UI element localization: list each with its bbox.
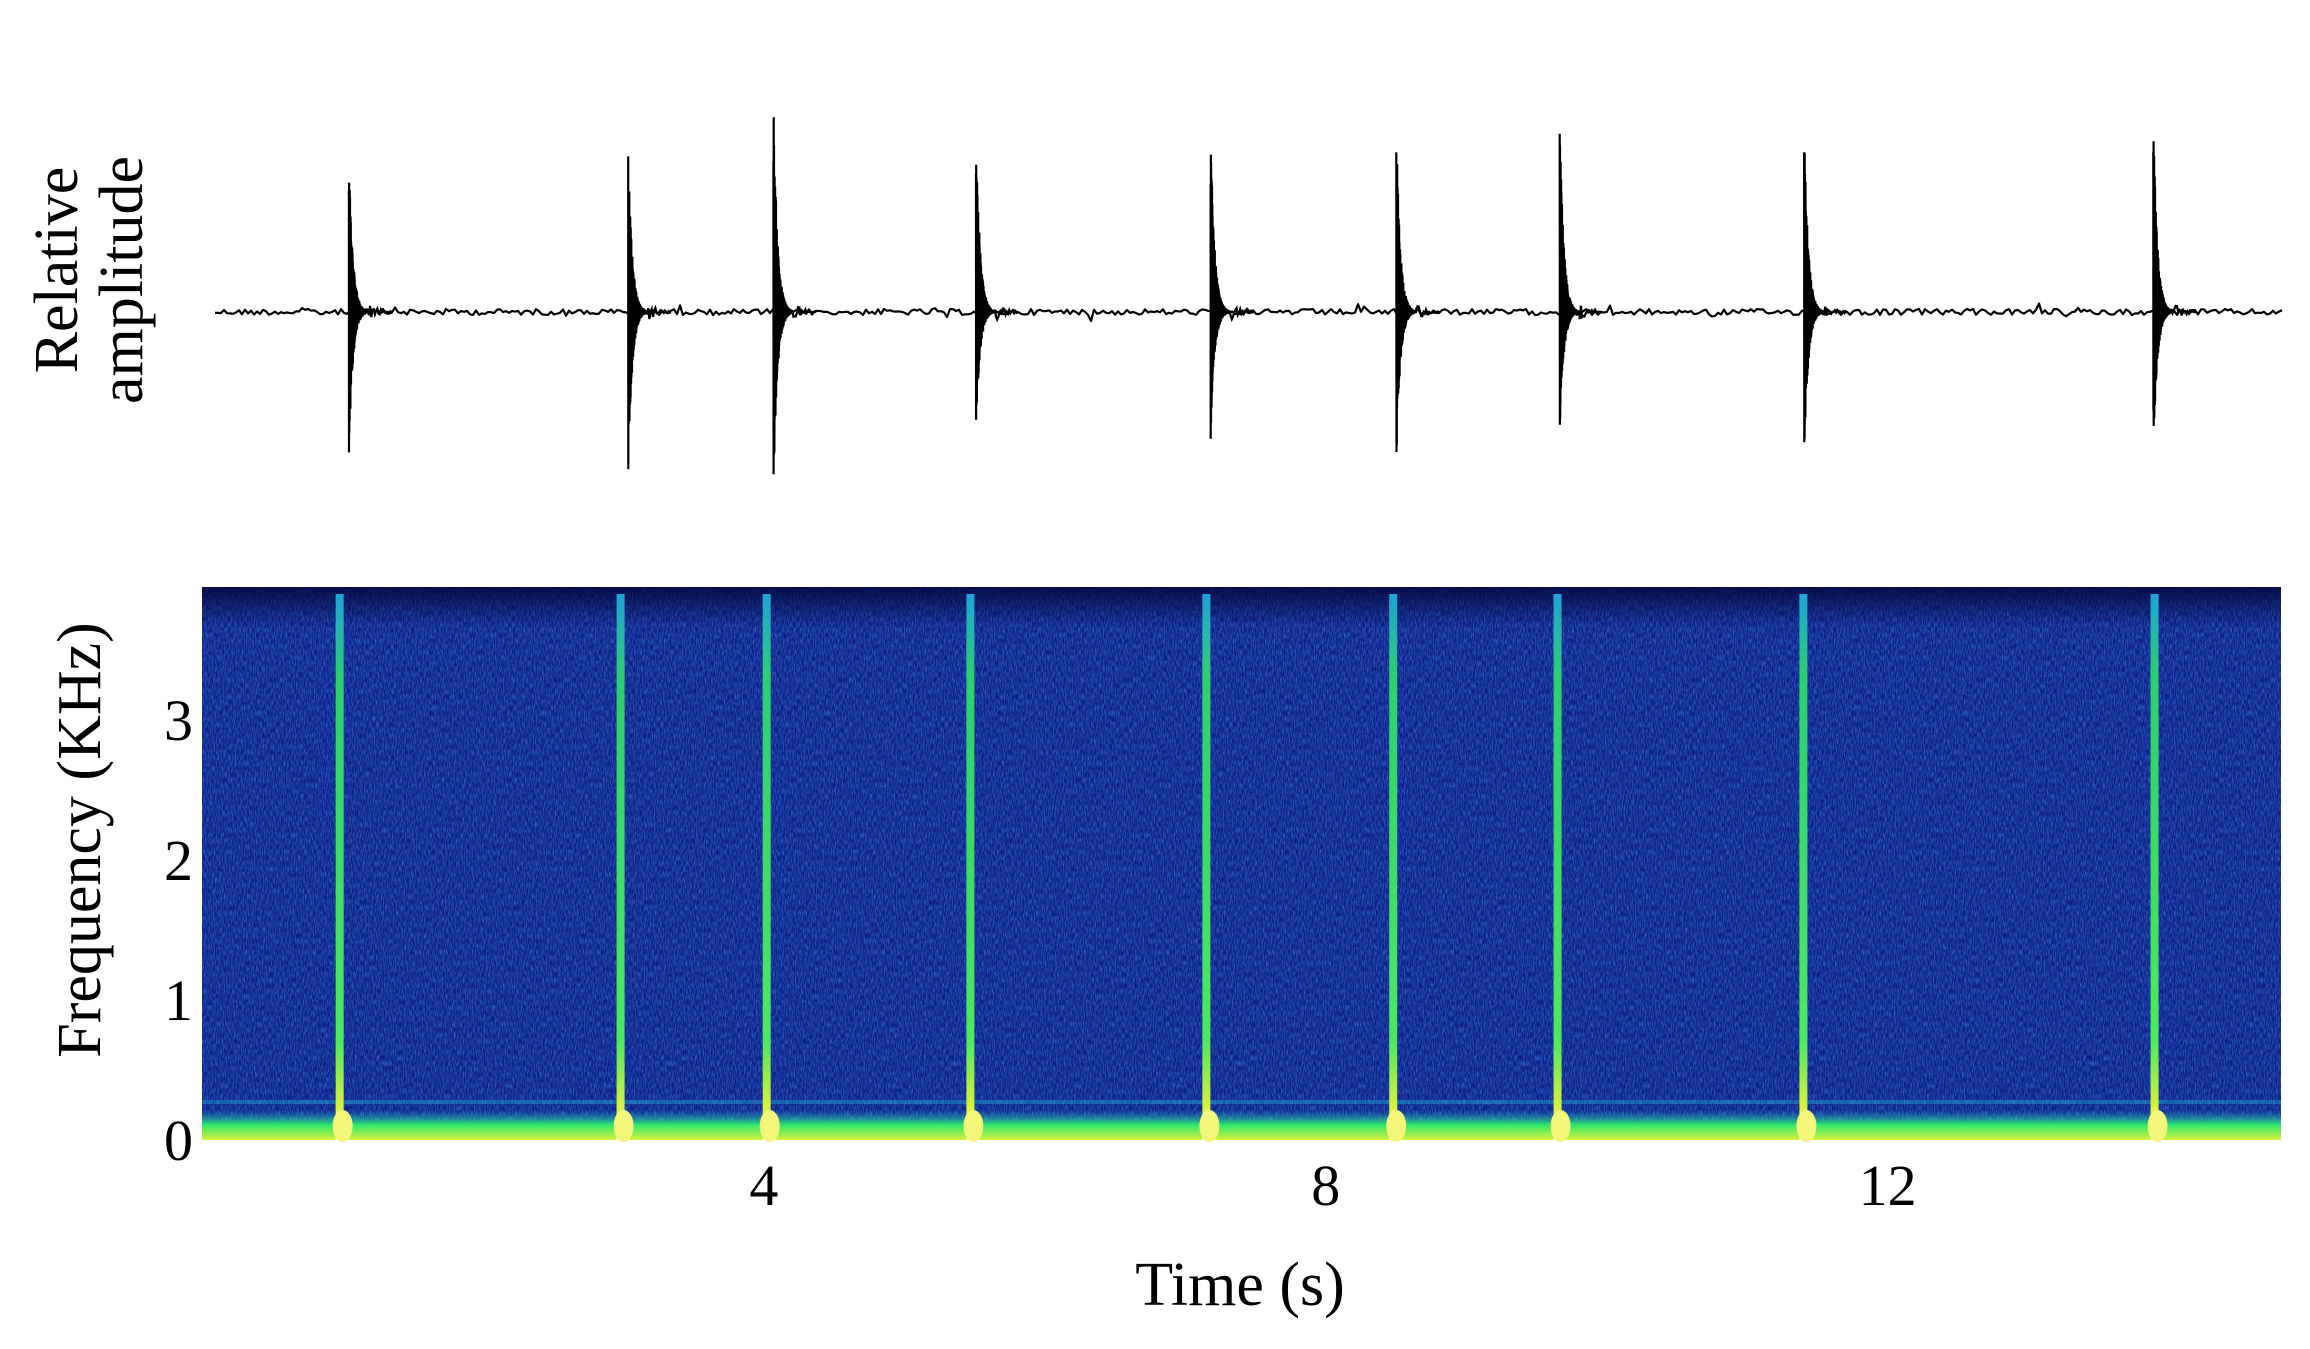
spectrogram-call-4 [963,594,984,1142]
waveform-pulses [347,117,2197,475]
x-tick-label: 8 [1311,1153,1340,1218]
waveform-pulse-8 [1803,152,1848,443]
spectrogram-call-8 [1796,594,1817,1142]
waveform-pulse-7 [1558,133,1604,425]
waveform-pulse-9 [2152,141,2197,426]
spectrogram-call-9 [2147,594,2168,1142]
y-tick-label: 1 [164,968,193,1033]
spectrogram-ylabel: Frequency (KHz) [46,622,114,1058]
waveform-pulse-3 [772,117,817,475]
waveform-trace [214,302,2283,323]
spectrogram-call-2 [613,594,634,1142]
spectrogram-yticks: 0 1 2 3 [164,688,193,1173]
waveform-ylabel-line2: amplitude [88,156,156,404]
waveform-ylabel: Relative amplitude [23,156,156,404]
x-tick-label: 4 [749,1153,778,1218]
spectrogram-call-7 [1550,594,1571,1142]
waveform-pulse-4 [974,164,1020,420]
waveform-pulse-2 [627,156,672,470]
waveform-panel: Relative amplitude [23,117,2283,475]
waveform-pulse-1 [347,182,393,453]
spectrogram-top-band [202,587,2281,627]
waveform-pulse-5 [1209,154,1254,439]
spectrogram-xlabel: Time (s) [1135,1251,1345,1319]
y-tick-label: 2 [164,828,193,893]
waveform-pulse-6 [1395,152,1440,453]
y-tick-label: 0 [164,1108,193,1173]
y-tick-label: 3 [164,688,193,753]
spectrogram-call-3 [759,594,780,1142]
spectrogram-call-1 [332,594,353,1142]
spectrogram-marks [202,594,2281,1142]
spectrogram-call-6 [1386,594,1407,1142]
spectrogram-call-5 [1199,594,1220,1142]
waveform-ylabel-line1: Relative [23,167,91,374]
spectrogram-xticks: 4 8 12 [749,1153,1916,1218]
spectrogram-noise [202,587,2281,1140]
spectrogram-low-frequency-band [202,1110,2281,1140]
x-tick-label: 12 [1859,1153,1917,1218]
spectrogram-hum-line [202,1100,2281,1104]
